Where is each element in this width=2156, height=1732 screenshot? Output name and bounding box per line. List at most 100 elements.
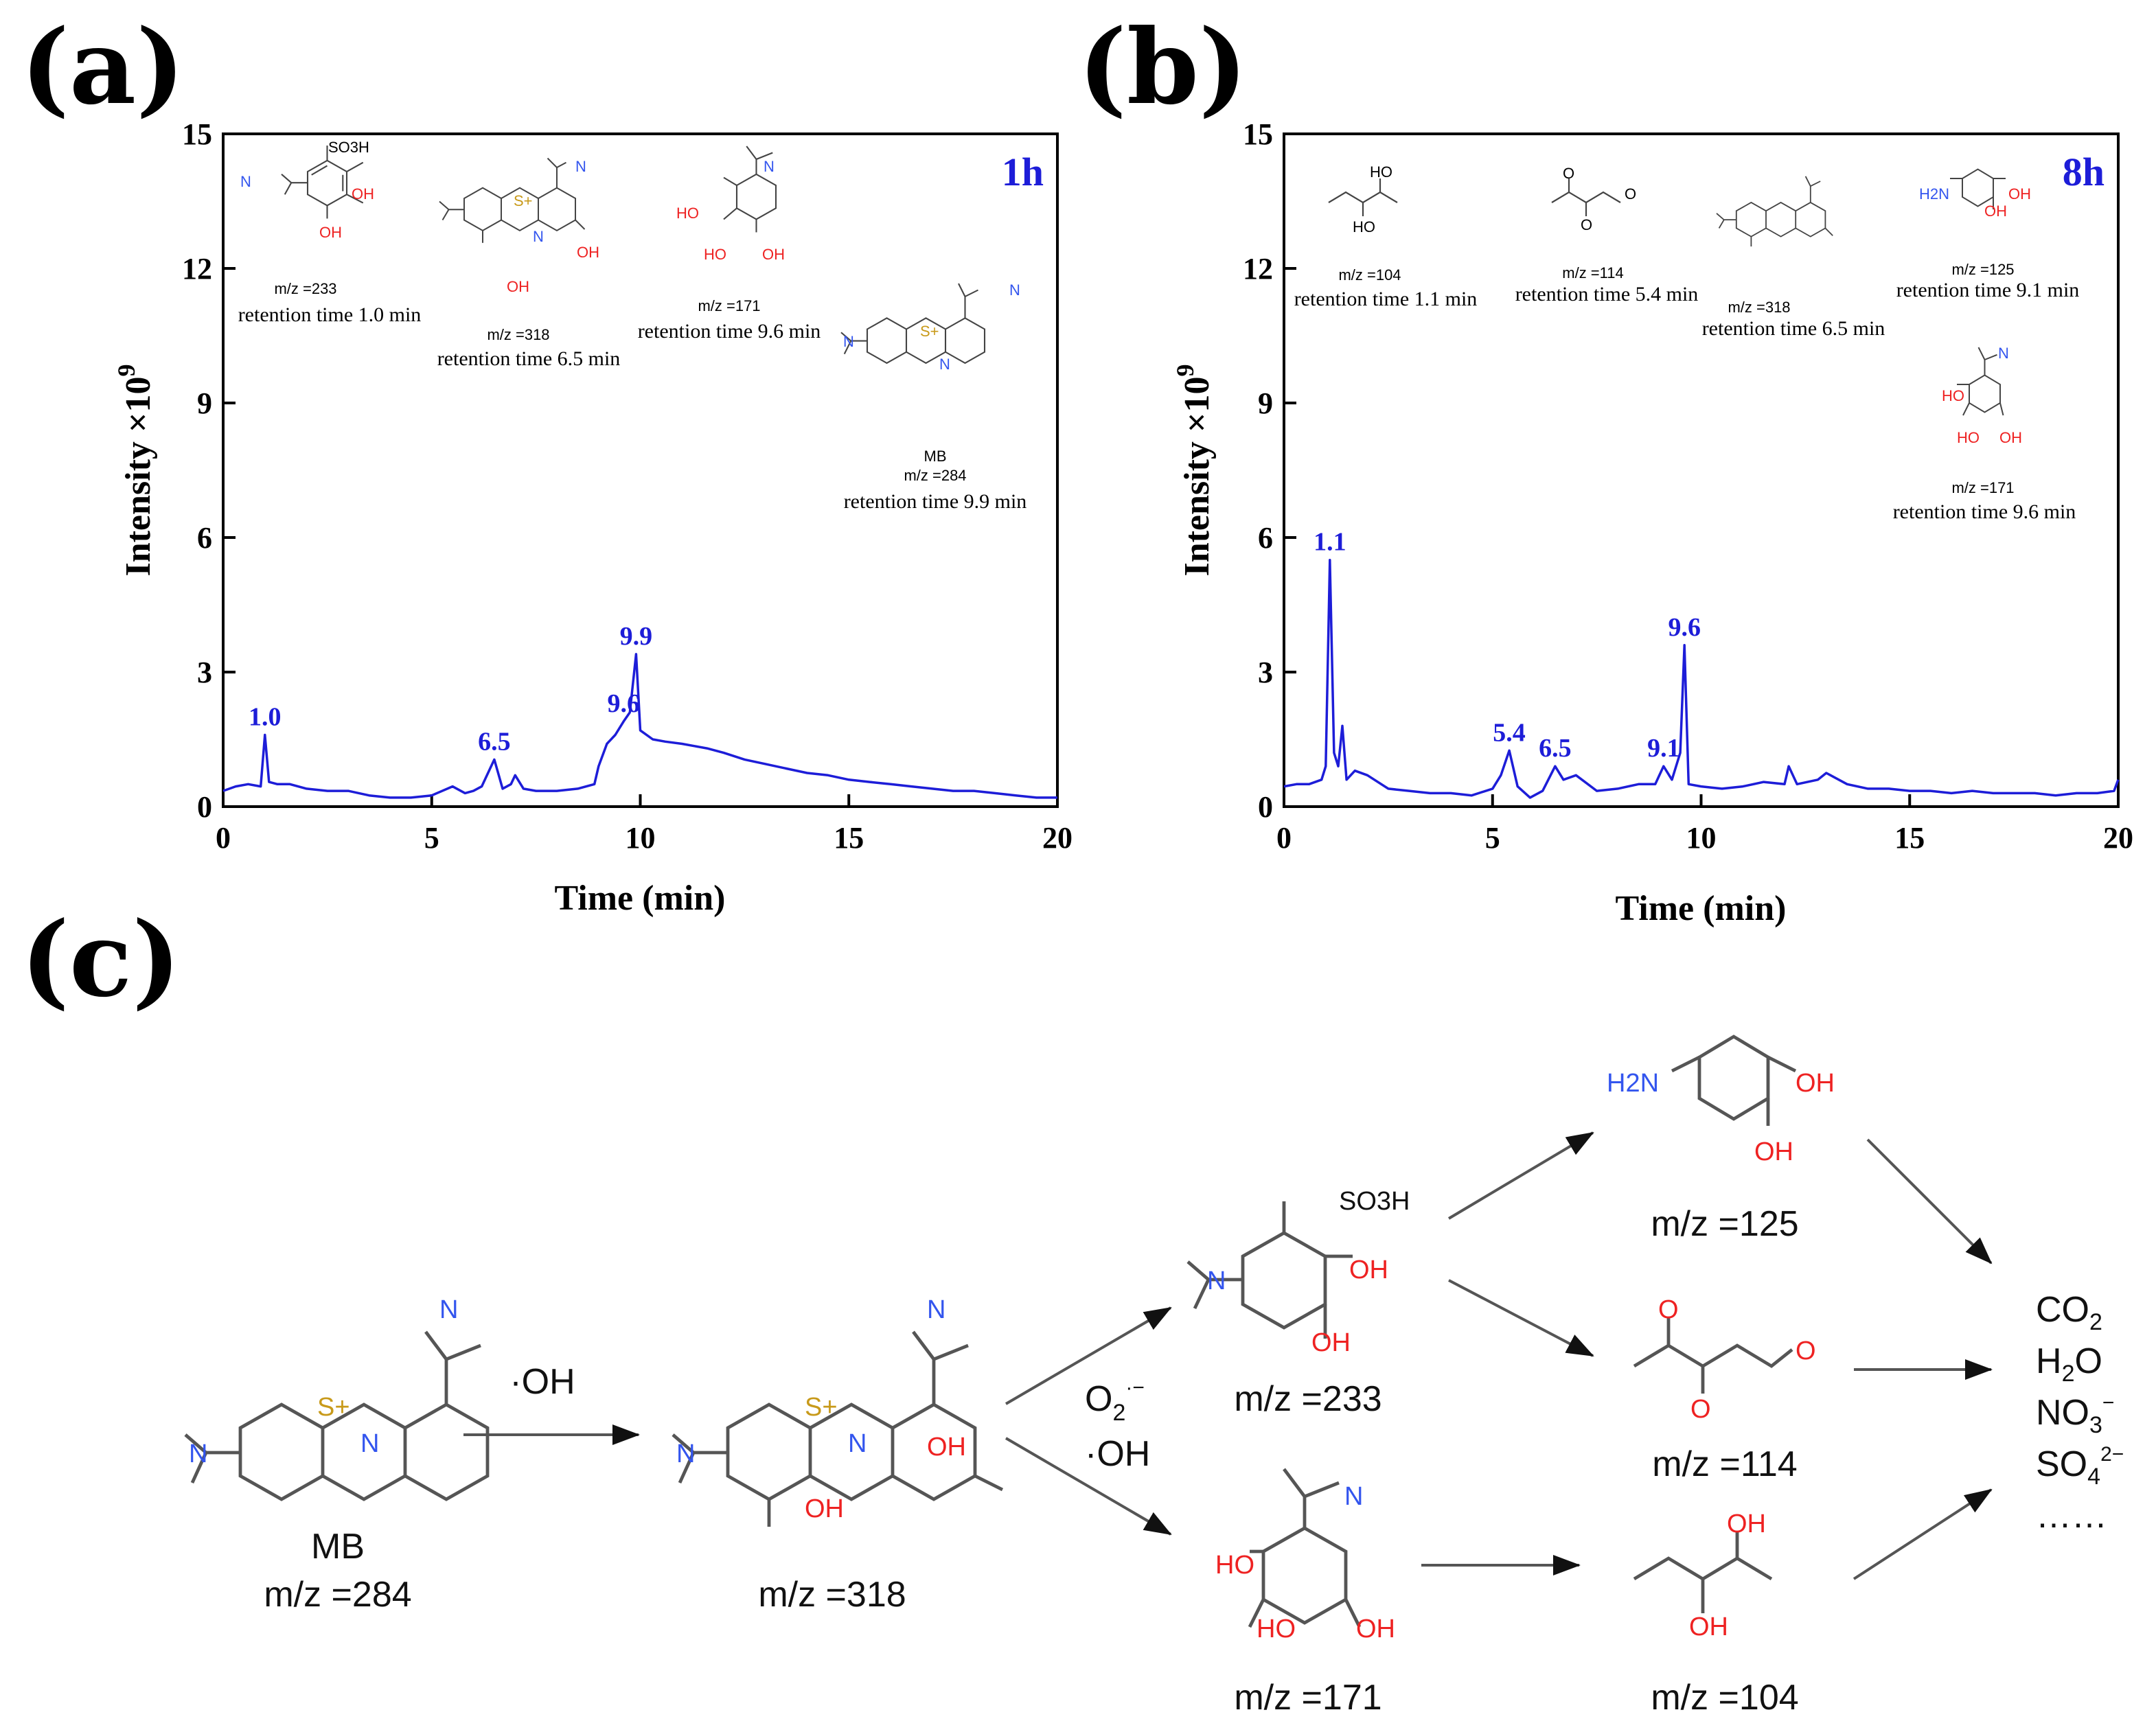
y-tick-label: 3 <box>1258 656 1273 689</box>
pathway-114-o1: O <box>1658 1295 1679 1324</box>
chart-a: 0 5 10 15 20 0 3 6 9 12 15 Time (min) Intensity ×1… <box>113 117 1073 918</box>
pathway-171-ho2: HO <box>1257 1615 1296 1643</box>
peak-label: 9.6 <box>1668 613 1701 642</box>
pathway-mb-n2: N <box>189 1440 207 1468</box>
chart-b-ho-label-171a: HO <box>1942 387 1964 404</box>
chart-a-ticks: 0 5 10 15 20 0 3 6 9 12 15 <box>182 117 1073 855</box>
pathway-mb-n1: N <box>439 1295 458 1324</box>
pathway-arrow-104-to-final <box>1853 1488 1993 1580</box>
chart-b-structure-104 <box>1328 178 1398 216</box>
chart-a-rt-284: retention time 9.9 min <box>844 490 1027 513</box>
y-tick-label: 15 <box>182 117 212 151</box>
y-tick-label: 3 <box>197 656 212 689</box>
y-tick-label: 6 <box>197 521 212 555</box>
pathway-125-structure <box>1671 1035 1797 1126</box>
chart-b-ylabel-group: Intensity ×109 <box>1171 364 1217 576</box>
pathway-171-structure <box>1248 1468 1362 1628</box>
peak-label: 1.0 <box>249 702 282 731</box>
pathway-mz-233: m/z =233 <box>1234 1379 1381 1419</box>
chart-b-ho-label-104a: HO <box>1370 163 1392 181</box>
pathway-reagent-o2: O2·− <box>1085 1376 1145 1426</box>
pathway-318-n1: N <box>927 1295 945 1324</box>
pathway-318-oh2: OH <box>805 1494 844 1523</box>
chart-b-o-label-114a: O <box>1563 165 1574 182</box>
x-tick-label: 20 <box>1042 821 1073 855</box>
chart-b-mz-125: m/z =125 <box>1951 261 2014 278</box>
chart-b-rt-171: retention time 9.6 min <box>1893 500 2076 523</box>
chart-a-structure-171 <box>723 146 777 233</box>
pathway-mb-s: S+ <box>317 1393 350 1422</box>
pathway-114-o3: O <box>1796 1337 1816 1365</box>
chart-a-xlabel: Time (min) <box>555 879 726 918</box>
chart-b-o-label-114c: O <box>1625 185 1636 203</box>
chart-b-mz-171: m/z =171 <box>1951 479 2014 496</box>
product-h2o: H2O <box>2036 1341 2102 1387</box>
peak-label: 9.6 <box>607 689 640 718</box>
x-tick-label: 10 <box>1686 821 1717 855</box>
chart-b-ho-label-171b: HO <box>1957 429 1980 446</box>
pathway-171-ho1: HO <box>1215 1551 1254 1580</box>
pathway-125-h2n: H2N <box>1607 1069 1659 1098</box>
chart-b-structure-125 <box>1950 168 2006 210</box>
y-tick-label: 0 <box>197 790 212 824</box>
chart-b-ticks: 0 5 10 15 20 0 3 6 9 12 15 <box>1243 117 2133 855</box>
pathway-104-oh2: OH <box>1689 1613 1728 1641</box>
chart-a-peak-labels: 1.0 6.5 9.6 9.9 <box>249 622 652 757</box>
chart-a-mz-171: m/z =171 <box>698 297 760 314</box>
chart-a-mz-233: m/z =233 <box>274 280 336 297</box>
pathway-104-structure <box>1633 1531 1773 1613</box>
chart-a-mz-284: m/z =284 <box>904 467 966 484</box>
y-tick-label: 15 <box>1243 117 1273 151</box>
pathway-diagram: S+ N N N MB m/z =284 ·OH S+ N N N OH OH … <box>184 1035 2124 1718</box>
chart-b-ho-label-104b: HO <box>1353 218 1375 235</box>
panel-label-b: (b) <box>1078 7 1248 128</box>
pathway-reagent-oh-2: ·OH <box>1085 1434 1150 1474</box>
pathway-318-oh1: OH <box>927 1433 966 1462</box>
peak-label: 6.5 <box>478 727 511 756</box>
chart-b-n-label-171: N <box>1998 345 2009 362</box>
chart-a-s-label-mb: S+ <box>920 323 939 340</box>
y-tick-label: 12 <box>182 252 212 286</box>
pathway-114-structure <box>1633 1318 1793 1394</box>
y-tick-label: 12 <box>1243 252 1273 286</box>
chart-a-structure-318 <box>439 157 586 243</box>
peak-label: 6.5 <box>1539 734 1572 763</box>
pathway-mb-structure <box>184 1330 490 1501</box>
pathway-arrow-233-to-114 <box>1448 1279 1594 1357</box>
y-tick-label: 6 <box>1258 521 1273 555</box>
y-tick-label: 0 <box>1258 790 1273 824</box>
chart-b-oh-label-125a: OH <box>2008 185 2031 203</box>
pathway-125-oh2: OH <box>1754 1138 1793 1166</box>
chart-a-ho-label-171b: HO <box>704 246 726 263</box>
chart-b-xlabel: Time (min) <box>1616 889 1787 928</box>
pathway-mz-114: m/z =114 <box>1652 1444 1797 1484</box>
product-etc: …… <box>2036 1496 2107 1536</box>
chart-a-mz-318: m/z =318 <box>487 326 549 343</box>
peak-label: 9.1 <box>1647 734 1680 763</box>
chart-a-series-line <box>222 653 1057 799</box>
chart-b-rt-104: retention time 1.1 min <box>1294 288 1478 310</box>
pathway-mb-n3: N <box>360 1429 379 1458</box>
chart-a-oh-label-1: OH <box>352 185 374 203</box>
product-so4: SO42− <box>2036 1443 2124 1490</box>
pathway-mb-name: MB <box>311 1527 365 1567</box>
panel-label-a: (a) <box>21 7 185 128</box>
chart-b-mz-104: m/z =104 <box>1338 266 1401 284</box>
chart-a-rt-171: retention time 9.6 min <box>638 320 821 343</box>
y-tick-label: 9 <box>1258 386 1273 420</box>
chart-b-structure-318 <box>1716 176 1833 247</box>
pathway-mz-318: m/z =318 <box>758 1575 906 1615</box>
x-tick-label: 15 <box>1894 821 1925 855</box>
peak-label: 9.9 <box>620 622 653 651</box>
peak-label: 1.1 <box>1314 528 1346 557</box>
pathway-125-oh1: OH <box>1796 1069 1835 1098</box>
pathway-114-o2: O <box>1690 1395 1711 1424</box>
x-tick-label: 0 <box>1276 821 1292 855</box>
pathway-mz-125: m/z =125 <box>1651 1204 1798 1244</box>
chart-b-oh-label-125b: OH <box>1984 203 2007 220</box>
chart-a-structure-mb <box>840 283 986 365</box>
x-tick-label: 20 <box>2103 821 2133 855</box>
chart-b-peak-labels: 1.1 5.4 6.5 9.1 9.6 <box>1314 528 1701 763</box>
chart-b-o-label-114b: O <box>1581 216 1592 233</box>
